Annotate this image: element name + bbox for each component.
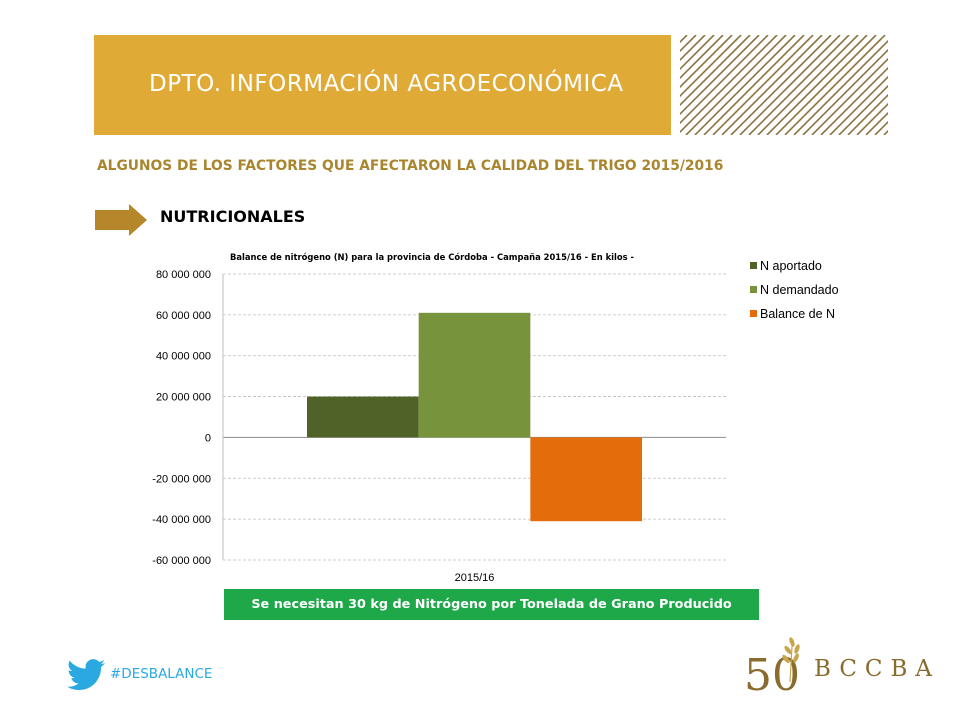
header-title: DPTO. INFORMACIÓN AGROECONÓMICA [149, 71, 624, 97]
y-tick-label: 0 [205, 432, 211, 444]
nitrogen-balance-chart: Balance de nitrógeno (N) para la provinc… [152, 252, 839, 584]
x-category-label: 2015/16 [455, 572, 495, 584]
bccba-50-wheat-logo-icon: 50 [744, 637, 800, 696]
section-label: NUTRICIONALES [160, 207, 306, 226]
page-subtitle: ALGUNOS DE LOS FACTORES QUE AFECTARON LA… [97, 158, 724, 174]
bar-n-demandado [418, 312, 531, 438]
bar-n-aportado [307, 396, 419, 438]
legend-label: Balance de N [760, 307, 835, 321]
bccba-logo-text: BCCBA [814, 656, 941, 682]
bccba-logo: 50 BCCBA [742, 632, 942, 696]
header-banner: DPTO. INFORMACIÓN AGROECONÓMICA [94, 35, 671, 135]
legend-label: N demandado [760, 283, 839, 297]
twitter-bird-icon[interactable] [67, 659, 105, 691]
bar-balance-de-n [530, 437, 642, 522]
header-stripes-decoration [680, 35, 888, 135]
y-tick-label: 40 000 000 [156, 351, 211, 363]
chart-title: Balance de nitrógeno (N) para la provinc… [230, 252, 635, 262]
legend-swatch [750, 310, 757, 317]
hashtag-link[interactable]: #DESBALANCE [110, 666, 213, 682]
y-tick-label: 80 000 000 [156, 269, 211, 281]
arrow-right-icon [95, 204, 147, 236]
y-tick-label: -20 000 000 [152, 473, 211, 485]
y-tick-label: -60 000 000 [152, 555, 211, 567]
nitrogen-requirement-note: Se necesitan 30 kg de Nitrógeno por Tone… [224, 589, 759, 620]
y-tick-label: -40 000 000 [152, 514, 211, 526]
legend-label: N aportado [760, 259, 822, 273]
y-tick-label: 20 000 000 [156, 392, 211, 404]
legend-swatch [750, 286, 757, 293]
y-tick-label: 60 000 000 [156, 310, 211, 322]
legend-swatch [750, 262, 757, 269]
